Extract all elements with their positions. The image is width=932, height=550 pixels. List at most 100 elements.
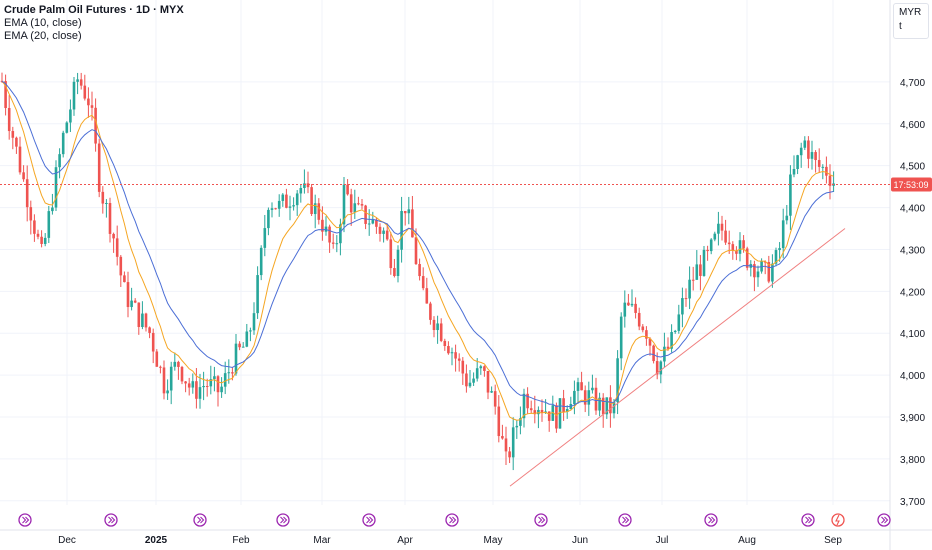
candle-body <box>33 220 36 234</box>
y-tick-label: 3,900 <box>900 413 925 424</box>
candle-body <box>4 81 7 109</box>
ema20-legend-label[interactable]: EMA (20, close) <box>4 30 82 42</box>
candle-body <box>61 132 65 155</box>
candle-body <box>483 366 486 371</box>
candle-body <box>540 409 544 413</box>
candle-body <box>43 237 47 244</box>
candle-body <box>58 154 61 168</box>
candle-body <box>677 314 681 331</box>
event-marker-glyph <box>805 516 813 524</box>
candle-body <box>105 203 108 205</box>
candle-body <box>360 204 364 206</box>
candle-body <box>349 194 353 213</box>
candle-body <box>317 203 321 220</box>
candle-body <box>709 239 713 252</box>
candle-body <box>36 233 40 237</box>
event-marker-icon[interactable] <box>831 513 845 527</box>
candle-body <box>295 193 299 206</box>
last-price-tag <box>891 177 932 192</box>
candle-body <box>195 381 198 399</box>
candle-body <box>828 175 832 186</box>
candle-body <box>364 205 367 224</box>
candle-body <box>346 184 349 195</box>
candle-body <box>666 346 670 349</box>
unit-label: t <box>899 21 902 32</box>
candle-body <box>735 250 738 254</box>
candle-body <box>637 312 641 327</box>
candle-body <box>497 406 501 437</box>
candle-body <box>691 279 695 281</box>
candle-body <box>504 438 508 452</box>
candle-body <box>187 383 191 388</box>
candle-body <box>796 155 799 170</box>
candle-body <box>745 248 749 268</box>
candle-body <box>731 244 735 251</box>
x-tick-label: 2025 <box>145 535 168 546</box>
candle-body <box>223 373 227 387</box>
candle-body <box>47 211 51 238</box>
candle-body <box>576 382 580 391</box>
candle-body <box>29 207 33 221</box>
candle-body <box>655 361 659 375</box>
support-trendline[interactable] <box>509 228 846 487</box>
candle-body <box>627 302 630 306</box>
candle-body <box>756 271 760 278</box>
candle-body <box>468 382 472 387</box>
ema10-legend-label[interactable]: EMA (10, close) <box>4 17 82 29</box>
candle-body <box>180 366 184 382</box>
candle-body <box>202 385 205 388</box>
candle-body <box>274 208 277 210</box>
event-marker-glyph <box>22 516 30 524</box>
candle-body <box>429 303 432 320</box>
candle-body <box>285 194 288 208</box>
candle-body <box>720 223 724 231</box>
candle-body <box>583 390 587 405</box>
candle-body <box>90 105 94 108</box>
candle-body <box>133 300 137 303</box>
candle-body <box>785 215 789 221</box>
candle-body <box>461 360 465 374</box>
y-tick-label: 4,200 <box>900 287 925 298</box>
candle-body <box>432 319 436 331</box>
candle-body <box>605 397 609 415</box>
candle-body <box>695 264 699 280</box>
y-tick-label: 4,000 <box>900 371 925 382</box>
candle-body <box>69 109 72 123</box>
candle-body <box>601 397 605 415</box>
candle-body <box>173 361 177 367</box>
candle-body <box>371 219 375 224</box>
candle-body <box>713 233 717 240</box>
candle-body <box>533 410 537 415</box>
candle-body <box>166 390 169 394</box>
candle-body <box>15 137 18 147</box>
ema10-line <box>1 80 834 421</box>
candle-body <box>670 332 673 349</box>
candle-body <box>191 381 195 388</box>
candle-body <box>339 224 342 244</box>
currency-unit-box[interactable]: MYR t <box>893 3 929 39</box>
candle-body <box>817 160 821 167</box>
candle-body <box>112 233 115 239</box>
candle-body <box>267 209 270 229</box>
candle-body <box>673 330 677 333</box>
candle-body <box>357 203 360 205</box>
candle-body <box>159 366 162 368</box>
candle-body <box>18 146 22 173</box>
candle-body <box>706 249 709 252</box>
event-marker-glyph <box>835 514 840 526</box>
candle-body <box>288 206 292 208</box>
y-tick-label: 3,800 <box>900 455 925 466</box>
event-marker-glyph <box>881 516 889 524</box>
candle-body <box>353 203 357 213</box>
candle-body <box>774 250 778 264</box>
candle-body <box>486 370 490 393</box>
candle-body <box>389 239 393 269</box>
currency-label: MYR <box>899 7 922 18</box>
candle-body <box>547 411 551 421</box>
x-tick-label: Aug <box>738 535 756 546</box>
candle-body <box>565 409 569 412</box>
candle-body <box>321 219 324 232</box>
candle-body <box>803 140 807 148</box>
candle-body <box>781 220 785 249</box>
